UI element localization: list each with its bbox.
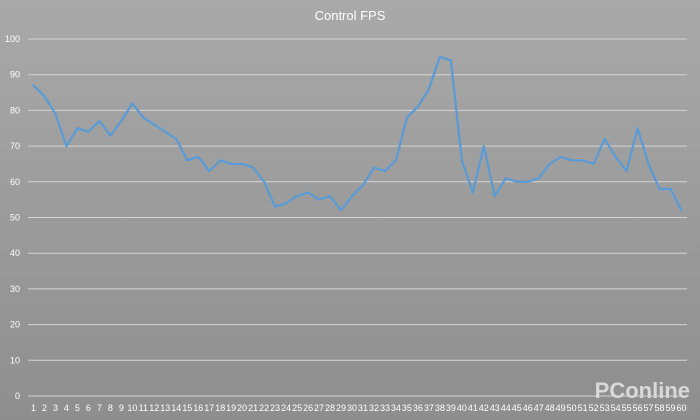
watermark-logo: PConline — [595, 378, 690, 403]
x-tick-label: 13 — [160, 403, 170, 413]
x-tick-label: 46 — [523, 403, 533, 413]
x-tick-label: 20 — [237, 403, 247, 413]
x-tick-label: 12 — [149, 403, 159, 413]
x-tick-label: 39 — [446, 403, 456, 413]
x-tick-label: 59 — [666, 403, 676, 413]
x-tick-label: 19 — [226, 403, 236, 413]
x-tick-label: 15 — [182, 403, 192, 413]
series-group — [32, 55, 683, 212]
y-tick-label: 90 — [10, 70, 20, 80]
y-tick-label: 10 — [10, 355, 20, 365]
series-line-0 — [32, 55, 683, 212]
x-tick-label: 18 — [215, 403, 225, 413]
y-tick-label: 70 — [10, 141, 20, 151]
x-tick-label: 54 — [611, 403, 621, 413]
x-tick-label: 53 — [600, 403, 610, 413]
x-tick-label: 32 — [369, 403, 379, 413]
x-tick-label: 7 — [97, 403, 102, 413]
y-tick-label: 30 — [10, 284, 20, 294]
x-tick-label: 27 — [314, 403, 324, 413]
x-tick-label: 22 — [259, 403, 269, 413]
x-tick-label: 9 — [119, 403, 124, 413]
x-tick-label: 55 — [622, 403, 632, 413]
y-tick-label: 60 — [10, 177, 20, 187]
x-tick-label: 34 — [391, 403, 401, 413]
x-tick-label: 58 — [655, 403, 665, 413]
x-tick-label: 41 — [468, 403, 478, 413]
chart-title: Control FPS — [315, 8, 386, 23]
y-tick-label: 40 — [10, 248, 20, 258]
y-tick-label: 50 — [10, 213, 20, 223]
y-tick-label: 100 — [5, 34, 20, 44]
x-tick-label: 29 — [336, 403, 346, 413]
x-tick-label: 25 — [292, 403, 302, 413]
x-tick-label: 36 — [413, 403, 423, 413]
x-tick-label: 10 — [127, 403, 137, 413]
x-tick-label: 17 — [204, 403, 214, 413]
x-tick-label: 40 — [457, 403, 467, 413]
y-tick-label: 80 — [10, 105, 20, 115]
x-tick-label: 57 — [644, 403, 654, 413]
x-axis-tick-labels: 1 2 3 4 5 6 7 8 9 10 11 12 13 14 15 16 17 18 19 20 21 22 23 24 2… — [31, 403, 687, 413]
x-tick-label: 23 — [270, 403, 280, 413]
x-tick-label: 14 — [171, 403, 181, 413]
x-tick-label: 4 — [64, 403, 69, 413]
x-tick-label: 6 — [86, 403, 91, 413]
x-tick-label: 42 — [479, 403, 489, 413]
y-axis-tick-labels: 0 10 20 30 40 50 60 70 80 90 100 — [5, 34, 20, 401]
x-tick-label: 2 — [42, 403, 47, 413]
x-tick-label: 5 — [75, 403, 80, 413]
x-tick-label: 35 — [402, 403, 412, 413]
x-tick-label: 24 — [281, 403, 291, 413]
x-tick-label: 47 — [534, 403, 544, 413]
x-tick-label: 37 — [424, 403, 434, 413]
x-tick-label: 38 — [435, 403, 445, 413]
x-tick-label: 44 — [501, 403, 511, 413]
x-tick-label: 1 — [31, 403, 36, 413]
x-tick-label: 30 — [347, 403, 357, 413]
x-tick-label: 11 — [139, 403, 148, 413]
x-tick-label: 50 — [567, 403, 577, 413]
x-tick-label: 60 — [677, 403, 687, 413]
x-tick-label: 45 — [512, 403, 522, 413]
x-tick-label: 52 — [589, 403, 599, 413]
x-tick-label: 16 — [193, 403, 203, 413]
x-tick-label: 8 — [108, 403, 113, 413]
y-tick-label: 0 — [15, 391, 20, 401]
x-tick-label: 3 — [53, 403, 58, 413]
x-tick-label: 21 — [248, 403, 258, 413]
x-tick-label: 33 — [380, 403, 390, 413]
gridlines — [28, 38, 687, 397]
x-tick-label: 28 — [325, 403, 335, 413]
x-tick-label: 51 — [578, 403, 588, 413]
x-tick-label: 26 — [303, 403, 313, 413]
x-tick-label: 48 — [545, 403, 555, 413]
x-tick-label: 31 — [358, 403, 368, 413]
y-tick-label: 20 — [10, 320, 20, 330]
x-tick-label: 43 — [490, 403, 500, 413]
x-tick-label: 56 — [633, 403, 643, 413]
x-tick-label: 49 — [556, 403, 566, 413]
